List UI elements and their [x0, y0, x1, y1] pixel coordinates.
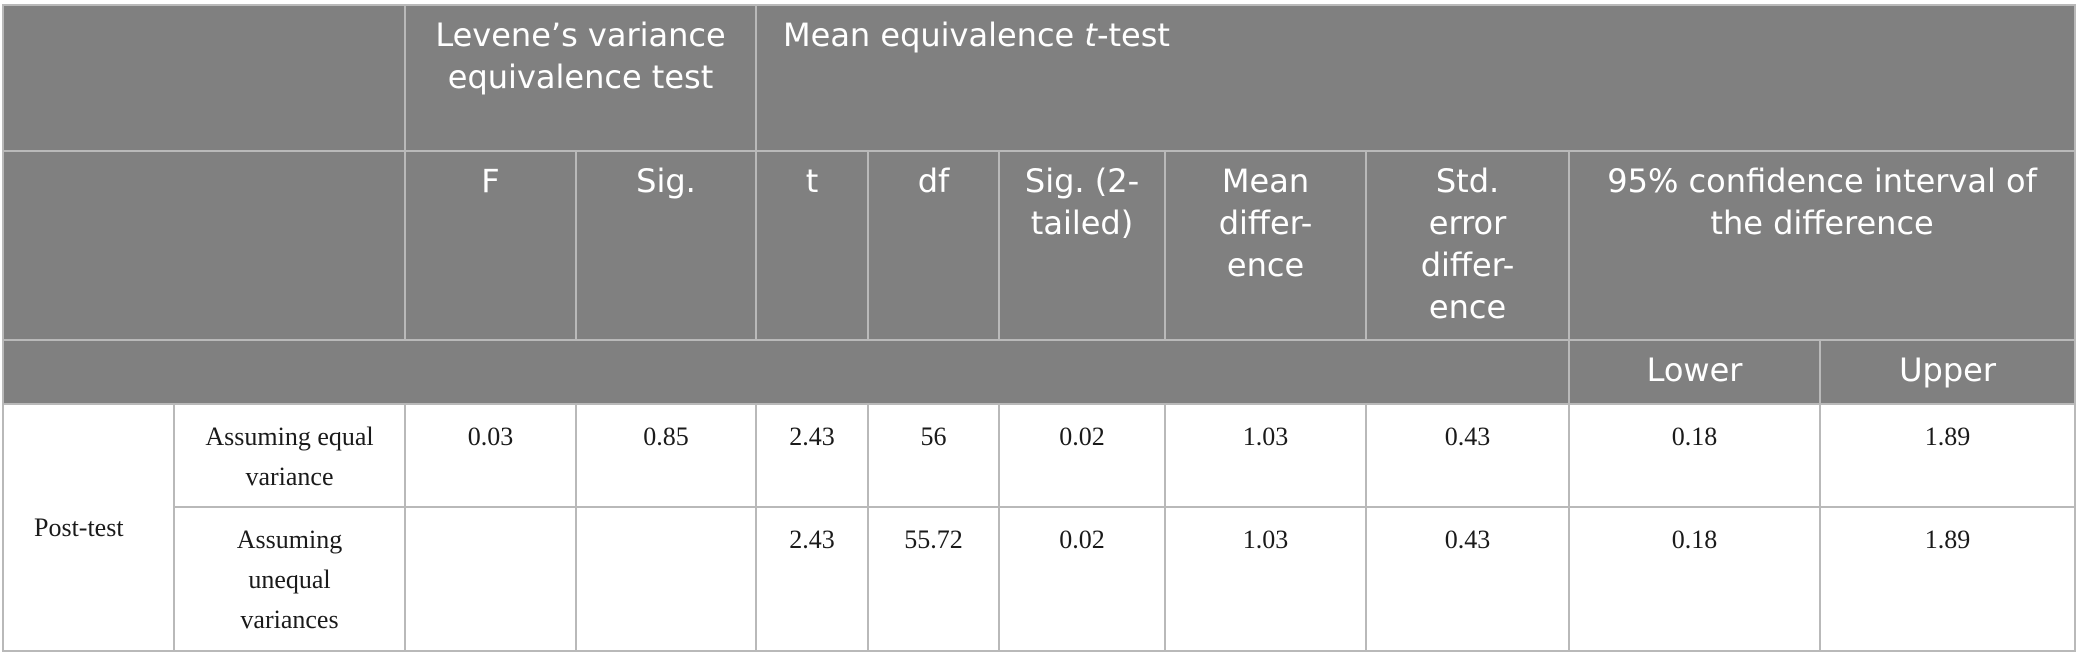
cell-f: 0.03 — [404, 403, 577, 508]
header-corner-cell — [2, 4, 406, 152]
cell-t: 2.43 — [755, 403, 870, 508]
column-header-t: t — [755, 150, 870, 341]
column-header-mean-difference: Mean differ-ence — [1164, 150, 1368, 341]
cell-sig-2-tailed: 0.02 — [998, 403, 1167, 508]
header-row-groups: Levene’s variance equivalence test Mean … — [2, 4, 2076, 152]
column-header-sig-2-tailed: Sig. (2-tailed) — [998, 150, 1167, 341]
cell-t: 2.43 — [755, 506, 870, 652]
cell-df: 56 — [867, 403, 1001, 508]
t-test-results-table: Levene’s variance equivalence test Mean … — [1, 4, 2076, 652]
row-condition-label: Assuming unequal variances — [173, 506, 406, 652]
t-test-header-prefix: Mean equivalence — [783, 16, 1085, 54]
cell-f — [404, 506, 577, 652]
header-spacer-cell — [1, 339, 1571, 405]
cell-mean-difference: 1.03 — [1164, 403, 1368, 508]
cell-mean-difference: 1.03 — [1164, 506, 1368, 652]
t-test-header-suffix: -test — [1096, 16, 1170, 54]
column-header-df: df — [867, 150, 1001, 341]
table-row: Assuming unequal variances 2.43 55.72 0.… — [3, 506, 2076, 652]
cell-upper: 1.89 — [1819, 403, 2076, 508]
cell-std-error-difference: 0.43 — [1365, 403, 1571, 508]
column-header-upper: Upper — [1819, 339, 2076, 405]
header-row-columns: F Sig. t df Sig. (2-tailed) Mean differ-… — [2, 150, 2076, 341]
column-header-f: F — [404, 150, 577, 341]
table-row: Post-test Assuming equal variance 0.03 0… — [2, 403, 2076, 652]
cell-lower: 0.18 — [1568, 506, 1822, 652]
cell-sig-2-tailed: 0.02 — [998, 506, 1167, 652]
column-header-confidence-interval: 95% confidence interval of the differenc… — [1568, 150, 2076, 341]
cell-upper: 1.89 — [1819, 506, 2076, 652]
cell-sig — [574, 506, 758, 652]
column-header-std-error-difference: Std. error differ-ence — [1365, 150, 1571, 341]
header-row-ci-bounds: Lower Upper — [1, 339, 2076, 405]
column-header-sig: Sig. — [574, 150, 758, 341]
cell-std-error-difference: 0.43 — [1365, 506, 1571, 652]
cell-sig: 0.85 — [574, 403, 758, 508]
header-corner-cell — [2, 150, 406, 341]
cell-df: 55.72 — [867, 506, 1001, 652]
levene-test-header: Levene’s variance equivalence test — [403, 4, 758, 152]
column-header-lower: Lower — [1568, 339, 1822, 405]
row-group-label: Post-test — [2, 403, 175, 652]
cell-lower: 0.18 — [1568, 403, 1822, 508]
t-test-header: Mean equivalence t-test — [755, 4, 2076, 152]
row-condition-label: Assuming equal variance — [173, 403, 406, 508]
t-test-header-t: t — [1084, 16, 1097, 54]
